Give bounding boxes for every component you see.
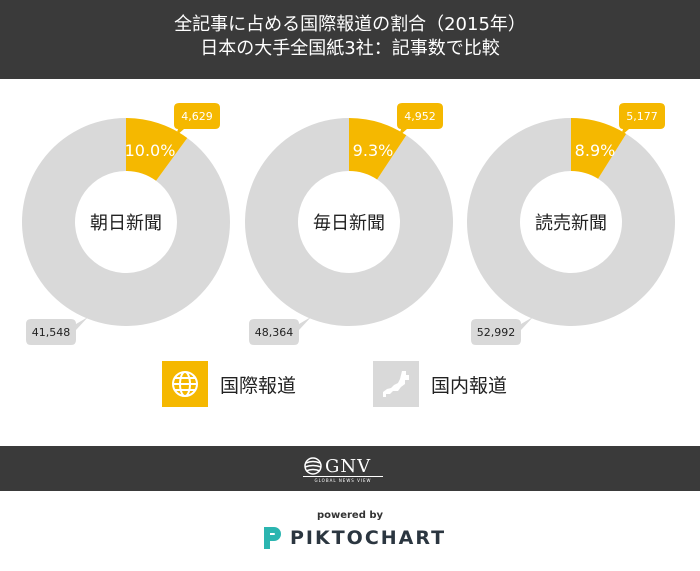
japan-map-icon [383, 371, 409, 397]
callout-domestic [249, 317, 311, 345]
percent-label: 8.9% [575, 141, 616, 160]
callout-international [174, 103, 220, 136]
legend-swatch-international [162, 361, 208, 407]
slice-international [126, 118, 188, 181]
piktochart-icon [264, 527, 281, 549]
callout-domestic [26, 317, 88, 345]
percent-label: 9.3% [353, 141, 394, 160]
slice-international [349, 118, 407, 180]
gnv-globe-icon [304, 457, 322, 475]
donut-chart-asahi: 10.0% 朝日新聞 4,629 41,548 [21, 103, 230, 345]
value-label-international: 5,177 [626, 110, 658, 123]
piktochart-logo[interactable]: PIKTOCHART [262, 525, 446, 551]
newspaper-name: 読売新聞 [535, 213, 607, 234]
chart-subtitle: 日本の大手全国紙3社：記事数で比較 [200, 38, 500, 59]
footer-band [0, 446, 700, 491]
legend-label-domestic: 国内報道 [431, 374, 508, 397]
slice-domestic [244, 118, 453, 326]
legend-swatch-domestic [373, 361, 419, 407]
donut-yomiuri: 8.9% 読売新聞 5,177 52,992 [467, 100, 677, 354]
donut-asahi: 10.0% 朝日新聞 4,629 41,548 [21, 100, 232, 354]
powered-by-text: powered by [316, 510, 384, 521]
callout-domestic [471, 317, 533, 345]
newspaper-name: 朝日新聞 [90, 213, 162, 234]
donut-mainichi: 9.3% 毎日新聞 4,952 48,364 [244, 100, 455, 354]
value-label-international: 4,952 [404, 110, 436, 123]
slice-domestic [467, 118, 675, 326]
value-label-domestic: 48,364 [255, 326, 294, 339]
legend-item-international: 国際報道 [162, 360, 296, 408]
value-label-domestic: 52,992 [477, 326, 516, 339]
slice-domestic [21, 118, 230, 326]
slice-international [571, 118, 627, 179]
newspaper-name: 毎日新聞 [313, 213, 385, 234]
gnv-logo[interactable]: GNV GLOBAL NEWS VIEW [303, 454, 383, 484]
gnv-brand: GNV [325, 456, 372, 477]
donut-chart-yomiuri: 8.9% 読売新聞 5,177 52,992 [467, 103, 675, 345]
chart-title: 全記事に占める国際報道の割合（2015年） [174, 14, 526, 35]
gnv-brand-sub: GLOBAL NEWS VIEW [303, 476, 383, 483]
header-banner: 全記事に占める国際報道の割合（2015年） 日本の大手全国紙3社：記事数で比較 [0, 0, 700, 79]
value-label-international: 4,629 [181, 110, 213, 123]
piktochart-wordmark: PIKTOCHART [290, 527, 447, 549]
donut-chart-mainichi: 9.3% 毎日新聞 4,952 48,364 [244, 103, 453, 345]
percent-label: 10.0% [125, 141, 176, 160]
callout-international [619, 103, 665, 136]
callout-international [397, 103, 443, 136]
value-label-domestic: 41,548 [32, 326, 71, 339]
legend-item-domestic: 国内報道 [373, 360, 507, 408]
globe-icon [172, 371, 198, 397]
legend-label-international: 国際報道 [220, 374, 297, 397]
